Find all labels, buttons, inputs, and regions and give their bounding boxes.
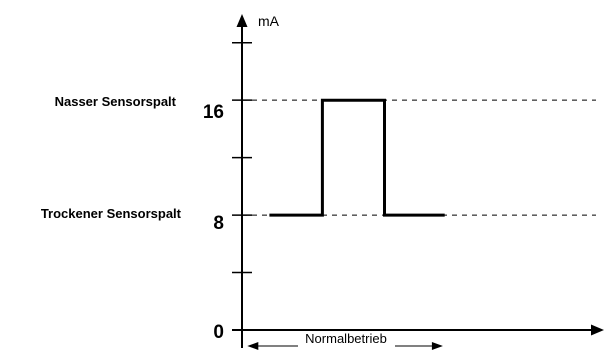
range-arrow-left-head [247,342,259,350]
range-arrow-right-head [431,342,443,350]
y-axis-arrow [236,14,248,27]
y-ticks [232,41,252,331]
axes [232,14,604,348]
x-axis-arrow [591,324,604,336]
ref-label-wet: Nasser Sensorspalt [55,94,177,109]
series [269,98,445,217]
y-tick-label-8: 8 [213,213,224,234]
y-tick-label-0: 0 [213,322,224,343]
reference-lines [242,99,596,216]
range-annotation [247,342,443,350]
ref-label-dry: Trockener Sensorspalt [41,206,182,221]
unit-label: mA [258,13,280,29]
y-tick-label-16: 16 [203,102,224,123]
signal-line-0 [269,98,445,217]
range-label: Normalbetrieb [305,331,387,346]
